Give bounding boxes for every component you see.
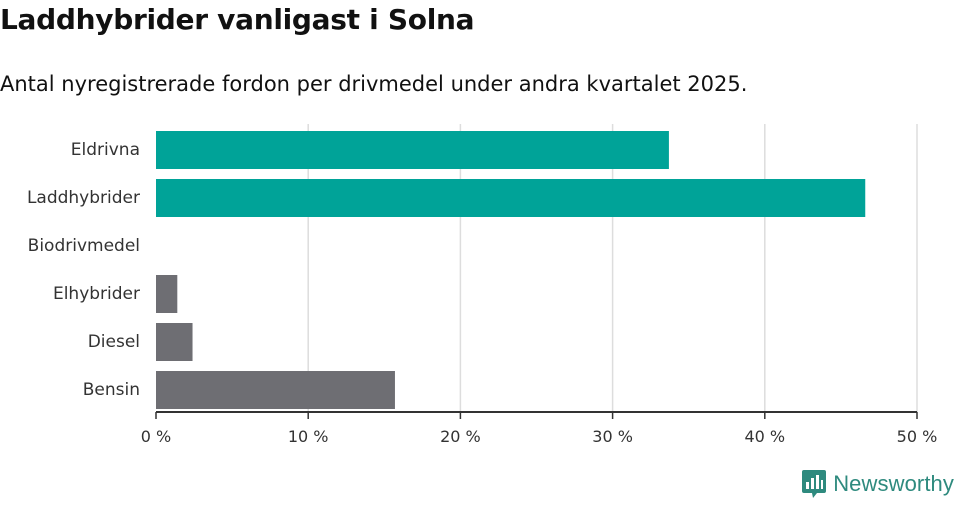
bar-diesel [156, 323, 193, 361]
x-tick-label: 10 % [288, 427, 329, 446]
category-label: Eldrivna [71, 140, 140, 160]
category-label: Bensin [83, 380, 140, 400]
x-tick-label: 20 % [440, 427, 481, 446]
brand-name: Newsworthy [833, 471, 954, 496]
chart-title: Laddhybrider vanligast i Solna [0, 3, 475, 36]
gridlines [307, 124, 918, 412]
x-tick-label: 50 % [897, 427, 938, 446]
category-label: Diesel [88, 332, 140, 352]
newsworthy-logo-icon [802, 470, 827, 498]
x-tick-label: 40 % [744, 427, 785, 446]
bar-bensin [156, 371, 395, 409]
x-tick-label: 0 % [141, 427, 171, 446]
x-axis-ticks: 0 % 10 % 20 % 30 % 40 % 50 % [141, 411, 938, 446]
category-labels: Eldrivna Laddhybrider Biodrivmedel Elhybrid… [27, 140, 140, 400]
category-label: Laddhybrider [27, 188, 140, 208]
x-tick-label: 30 % [592, 427, 633, 446]
category-label: Biodrivmedel [28, 236, 140, 256]
bar-eldrivna [156, 131, 669, 169]
category-label: Elhybrider [53, 284, 140, 304]
chart-subtitle: Antal nyregistrerade fordon per drivmede… [0, 72, 748, 96]
brand-logo: Newsworthy [801, 469, 954, 499]
bar-elhybrider [156, 275, 178, 313]
bar-chart: Eldrivna Laddhybrider Biodrivmedel Elhybrid… [27, 124, 938, 446]
bars [156, 131, 866, 409]
bar-laddhybrider [156, 179, 866, 217]
